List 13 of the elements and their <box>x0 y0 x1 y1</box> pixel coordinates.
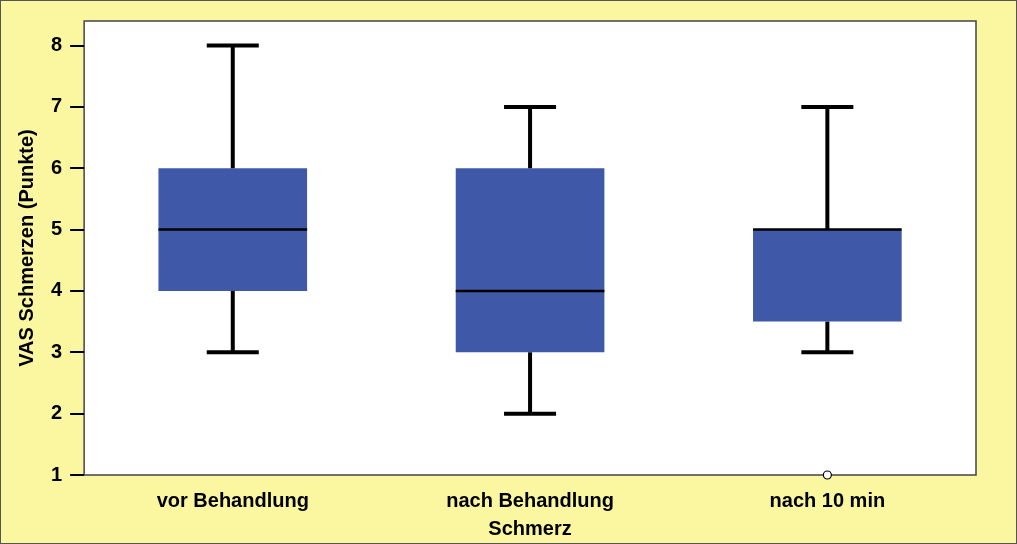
y-axis-title: VAS Schmerzen (Punkte) <box>14 129 37 367</box>
y-tick-label: 3 <box>51 339 63 362</box>
y-tick-label: 4 <box>51 278 63 301</box>
y-tick-label: 2 <box>51 401 63 424</box>
y-tick-label: 8 <box>51 33 63 56</box>
x-tick-label: nach 10 min <box>769 488 886 511</box>
y-tick-label: 5 <box>51 217 63 240</box>
x-tick-label: nach Behandlung <box>446 488 614 511</box>
x-axis-title: Schmerz <box>488 516 572 539</box>
x-tick-label: vor Behandlung <box>156 488 309 511</box>
y-tick-label: 6 <box>51 155 63 178</box>
y-tick-label: 7 <box>51 94 63 117</box>
y-tick-label: 1 <box>51 462 63 485</box>
